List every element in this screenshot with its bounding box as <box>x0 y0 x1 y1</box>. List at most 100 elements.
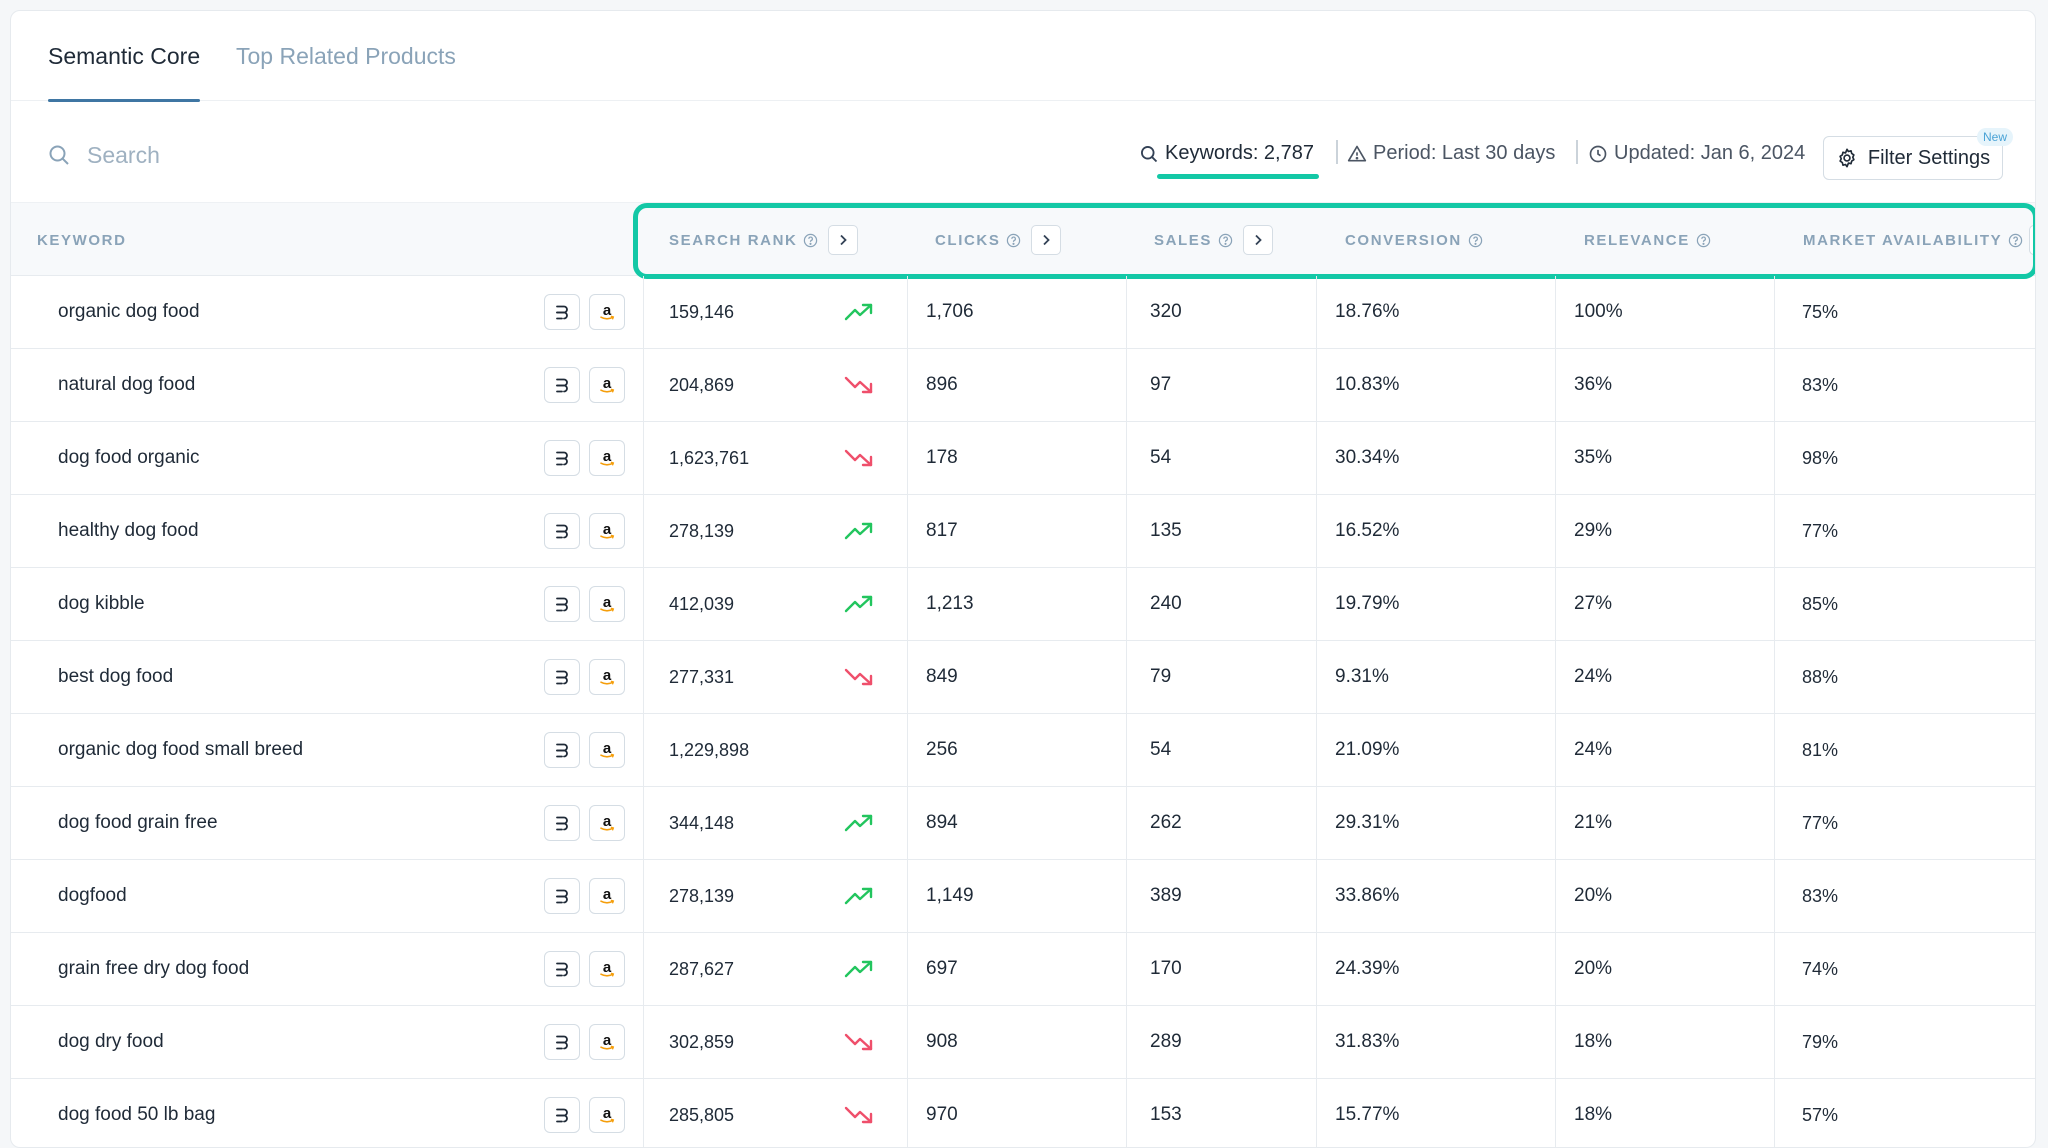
semantic-core-panel: Semantic Core Top Related Products Keywo… <box>10 10 2036 1148</box>
column-header-clicks[interactable]: CLICKS <box>935 203 1062 277</box>
active-tab-indicator <box>48 99 200 102</box>
relevance-cell: 35% <box>1574 447 1613 468</box>
search-box[interactable] <box>47 138 647 172</box>
trend-cell <box>843 860 875 932</box>
keyword-cell: dogfood <box>58 885 127 906</box>
svg-text:a: a <box>603 302 612 319</box>
sales-cell: 389 <box>1150 885 1182 906</box>
expand-column-button[interactable] <box>2029 225 2035 255</box>
conversion-cell: 24.39% <box>1335 958 1400 979</box>
helium-tool-button[interactable] <box>544 732 580 768</box>
help-circle-icon[interactable] <box>803 233 818 248</box>
market-availability-cell: 81% <box>1802 739 1839 760</box>
table-row[interactable]: best dog food a 277,331 849 79 9.31% 24%… <box>11 641 2035 714</box>
conversion-cell: 21.09% <box>1335 739 1400 760</box>
column-header-search-rank[interactable]: SEARCH RANK <box>669 203 859 277</box>
filter-settings-button[interactable]: Filter Settings <box>1823 136 2003 180</box>
table-row[interactable]: dog dry food a 302,859 908 289 31.83% 18… <box>11 1006 2035 1079</box>
search-rank-cell: 302,859 <box>669 1031 735 1052</box>
helium-tool-button[interactable] <box>544 951 580 987</box>
search-rank-cell: 344,148 <box>669 812 735 833</box>
conversion-cell: 19.79% <box>1335 593 1400 614</box>
helium-tool-button[interactable] <box>544 294 580 330</box>
expand-column-button[interactable] <box>828 225 859 255</box>
helium-tool-button[interactable] <box>544 367 580 403</box>
amazon-logo-icon: a <box>600 375 615 393</box>
table-row[interactable]: dog food grain free a 344,148 894 262 29… <box>11 787 2035 860</box>
help-circle-icon[interactable] <box>1218 233 1233 248</box>
relevance-cell: 100% <box>1574 301 1623 322</box>
amazon-search-button[interactable]: a <box>589 1097 625 1133</box>
amazon-logo-icon: a <box>600 448 615 466</box>
conversion-cell: 30.34% <box>1335 447 1400 468</box>
table-row[interactable]: organic dog food small breed a 1,229,898… <box>11 714 2035 787</box>
column-header-keyword[interactable]: KEYWORD <box>37 203 127 277</box>
helium-tool-button[interactable] <box>544 1097 580 1133</box>
amazon-logo-icon: a <box>600 521 615 539</box>
column-header-sales[interactable]: SALES <box>1154 203 1274 277</box>
trend-down-icon <box>844 1106 873 1124</box>
helium-tool-button[interactable] <box>544 586 580 622</box>
market-availability-cell: 57% <box>1802 1104 1839 1125</box>
table-row[interactable]: dog food 50 lb bag a 285,805 970 153 15.… <box>11 1079 2035 1147</box>
amazon-search-button[interactable]: a <box>589 1024 625 1060</box>
table-row[interactable]: healthy dog food a 278,139 817 135 16.52… <box>11 495 2035 568</box>
amazon-search-button[interactable]: a <box>589 805 625 841</box>
tab-top-related-products[interactable]: Top Related Products <box>236 43 456 69</box>
amazon-search-button[interactable]: a <box>589 294 625 330</box>
help-circle-icon[interactable] <box>1006 233 1021 248</box>
table-row[interactable]: natural dog food a 204,869 896 97 10.83%… <box>11 349 2035 422</box>
column-header-market-availability[interactable]: MARKET AVAILABILITY <box>1803 203 2035 277</box>
market-availability-cell: 77% <box>1802 520 1839 541</box>
amazon-search-button[interactable]: a <box>589 367 625 403</box>
search-rank-cell: 204,869 <box>669 374 735 395</box>
new-badge: New <box>1977 128 2014 146</box>
gear-icon <box>1839 148 1855 168</box>
table-row[interactable]: organic dog food a 159,146 1,706 320 18.… <box>11 276 2035 349</box>
helium-tool-button[interactable] <box>544 805 580 841</box>
helium-tool-button[interactable] <box>544 513 580 549</box>
search-input[interactable] <box>87 141 587 169</box>
help-circle-icon[interactable] <box>1696 233 1711 248</box>
tab-semantic-core[interactable]: Semantic Core <box>48 43 201 69</box>
clicks-cell: 1,149 <box>926 885 974 906</box>
amazon-logo-icon: a <box>600 886 615 904</box>
helium-logo-icon <box>556 524 568 539</box>
helium-tool-button[interactable] <box>544 878 580 914</box>
divider <box>1576 140 1578 164</box>
column-header-conversion[interactable]: CONVERSION <box>1345 203 1483 277</box>
keywords-count-label: Keywords: 2,787 <box>1165 142 1314 164</box>
helium-tool-button[interactable] <box>544 659 580 695</box>
help-circle-icon[interactable] <box>1468 233 1483 248</box>
sales-cell: 54 <box>1150 739 1172 760</box>
trend-cell <box>843 349 875 421</box>
amazon-search-button[interactable]: a <box>589 659 625 695</box>
amazon-search-button[interactable]: a <box>589 513 625 549</box>
clicks-cell: 697 <box>926 958 958 979</box>
amazon-search-button[interactable]: a <box>589 586 625 622</box>
expand-column-button[interactable] <box>1031 225 1062 255</box>
keywords-count[interactable]: Keywords: 2,787 <box>1139 142 1314 165</box>
keyword-cell: dog dry food <box>58 1031 164 1052</box>
table-row[interactable]: grain free dry dog food a 287,627 697 17… <box>11 933 2035 1006</box>
amazon-search-button[interactable]: a <box>589 951 625 987</box>
trend-cell <box>843 787 875 859</box>
amazon-search-button[interactable]: a <box>589 440 625 476</box>
chevron-right-icon <box>1255 234 1262 246</box>
table-row[interactable]: dog food organic a 1,623,761 178 54 30.3… <box>11 422 2035 495</box>
table-row[interactable]: dogfood a 278,139 1,149 389 33.86% 20% 8… <box>11 860 2035 933</box>
conversion-cell: 9.31% <box>1335 666 1389 687</box>
table-row[interactable]: dog kibble a 412,039 1,213 240 19.79% 27… <box>11 568 2035 641</box>
column-header-relevance[interactable]: RELEVANCE <box>1584 203 1711 277</box>
helium-tool-button[interactable] <box>544 1024 580 1060</box>
help-circle-icon[interactable] <box>2008 233 2023 248</box>
relevance-cell: 24% <box>1574 666 1613 687</box>
amazon-search-button[interactable]: a <box>589 878 625 914</box>
expand-column-button[interactable] <box>1243 225 1274 255</box>
trend-down-icon <box>844 1033 873 1051</box>
keywords-highlight-underline <box>1157 174 1319 179</box>
helium-tool-button[interactable] <box>544 440 580 476</box>
period-info: Period: Last 30 days <box>1347 142 1555 165</box>
amazon-search-button[interactable]: a <box>589 732 625 768</box>
clicks-cell: 817 <box>926 520 958 541</box>
